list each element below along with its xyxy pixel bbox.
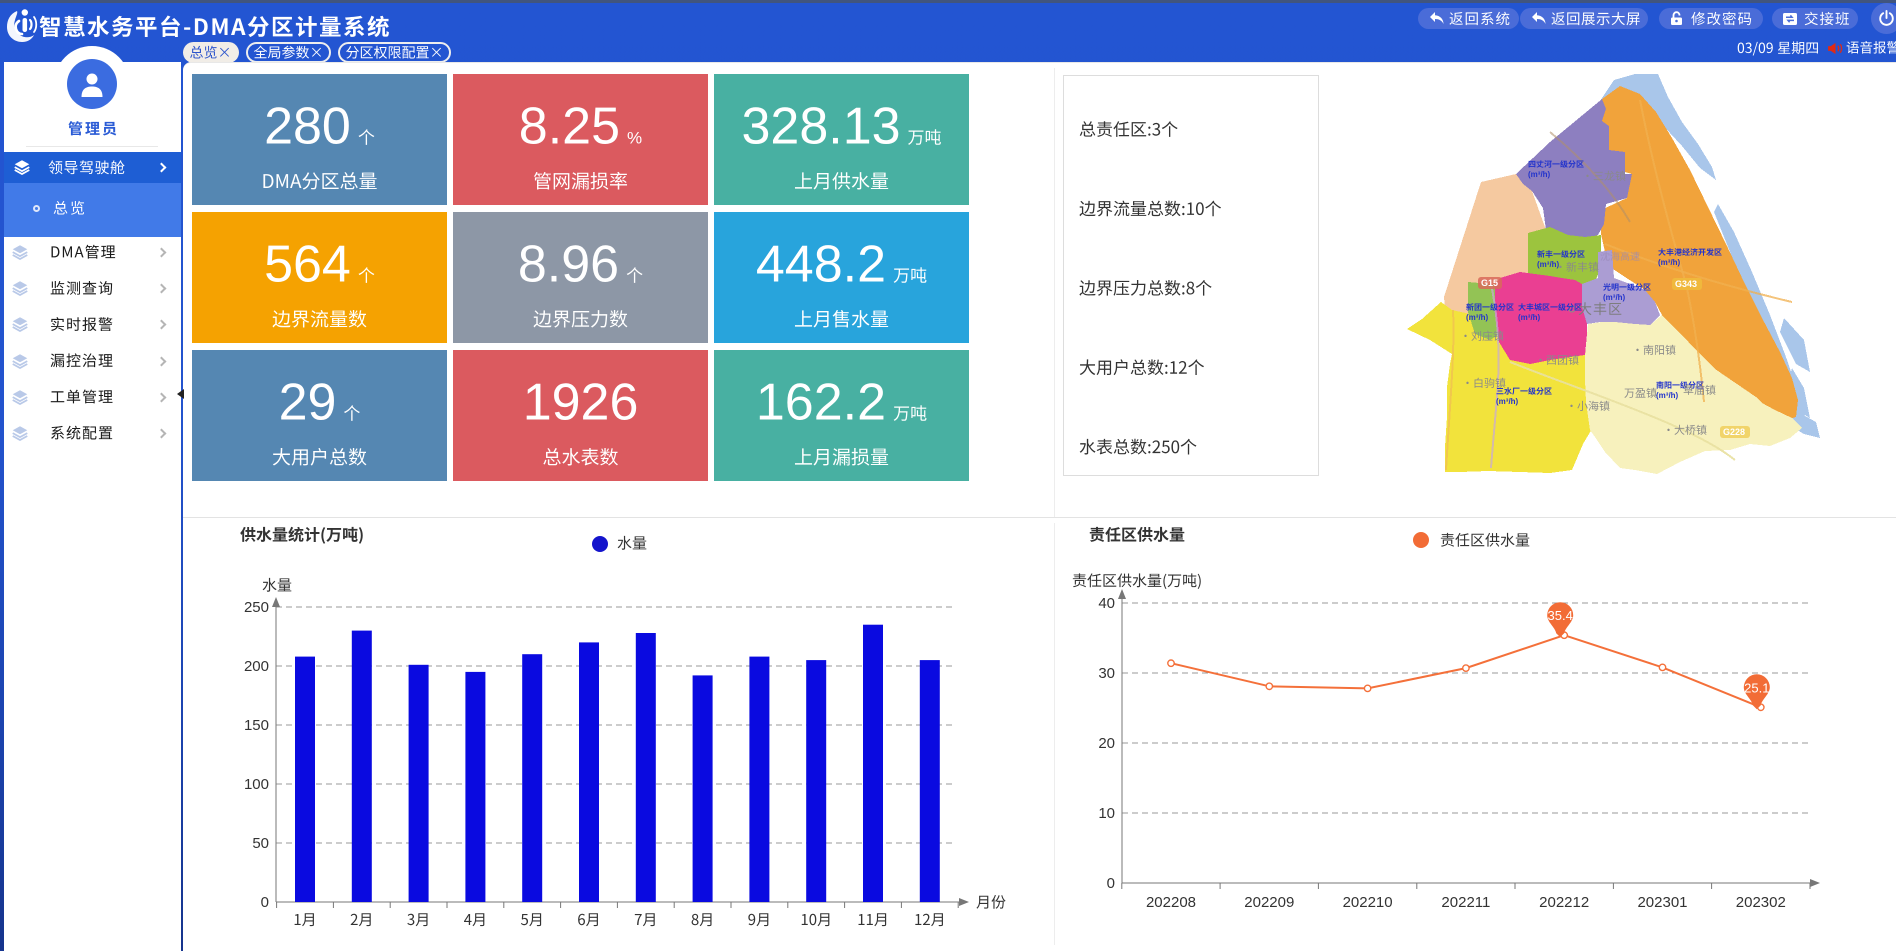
svg-text:20: 20 xyxy=(1098,735,1115,752)
svg-text:202212: 202212 xyxy=(1539,894,1589,911)
svg-text:280: 280 xyxy=(264,98,351,156)
svg-text:202211: 202211 xyxy=(1441,894,1490,911)
svg-text:162.2: 162.2 xyxy=(756,374,886,432)
svg-text:25.1: 25.1 xyxy=(1744,680,1769,695)
svg-text:200: 200 xyxy=(244,658,269,675)
svg-text:30: 30 xyxy=(1098,665,1115,682)
svg-text:10: 10 xyxy=(1098,805,1115,822)
svg-text:202208: 202208 xyxy=(1146,894,1196,911)
svg-text:250: 250 xyxy=(244,599,269,616)
svg-text:328.13: 328.13 xyxy=(742,98,901,156)
svg-text:G15: G15 xyxy=(1481,278,1498,288)
svg-text:35.4: 35.4 xyxy=(1548,608,1573,623)
svg-text:(m³/h): (m³/h) xyxy=(1656,391,1679,400)
svg-text:(m³/h): (m³/h) xyxy=(1466,313,1489,322)
svg-text:40: 40 xyxy=(1098,595,1115,612)
svg-text:202302: 202302 xyxy=(1736,894,1786,911)
svg-text:(m³/h): (m³/h) xyxy=(1528,170,1551,179)
svg-text:448.2: 448.2 xyxy=(756,236,886,294)
svg-text:150: 150 xyxy=(244,717,269,734)
svg-text:8.25: 8.25 xyxy=(519,98,620,156)
svg-text:100: 100 xyxy=(244,776,269,793)
svg-text:G228: G228 xyxy=(1723,427,1745,437)
svg-text:(m³/h): (m³/h) xyxy=(1537,260,1560,269)
svg-text:1926: 1926 xyxy=(523,374,639,432)
svg-text:(m³/h): (m³/h) xyxy=(1496,397,1519,406)
svg-text:%: % xyxy=(627,129,642,148)
svg-text:202209: 202209 xyxy=(1244,894,1294,911)
svg-text:(m³/h): (m³/h) xyxy=(1518,313,1541,322)
svg-text:0: 0 xyxy=(261,894,269,911)
svg-text:202301: 202301 xyxy=(1637,894,1687,911)
svg-text:8.96: 8.96 xyxy=(518,236,619,294)
svg-text:G343: G343 xyxy=(1675,279,1697,289)
svg-text:202210: 202210 xyxy=(1343,894,1393,911)
svg-text:29: 29 xyxy=(279,374,337,432)
svg-text:0: 0 xyxy=(1107,875,1115,892)
svg-text:564: 564 xyxy=(264,236,351,294)
svg-text:(m³/h): (m³/h) xyxy=(1658,258,1681,267)
svg-text:(m³/h): (m³/h) xyxy=(1603,293,1626,302)
svg-text:50: 50 xyxy=(252,835,269,852)
